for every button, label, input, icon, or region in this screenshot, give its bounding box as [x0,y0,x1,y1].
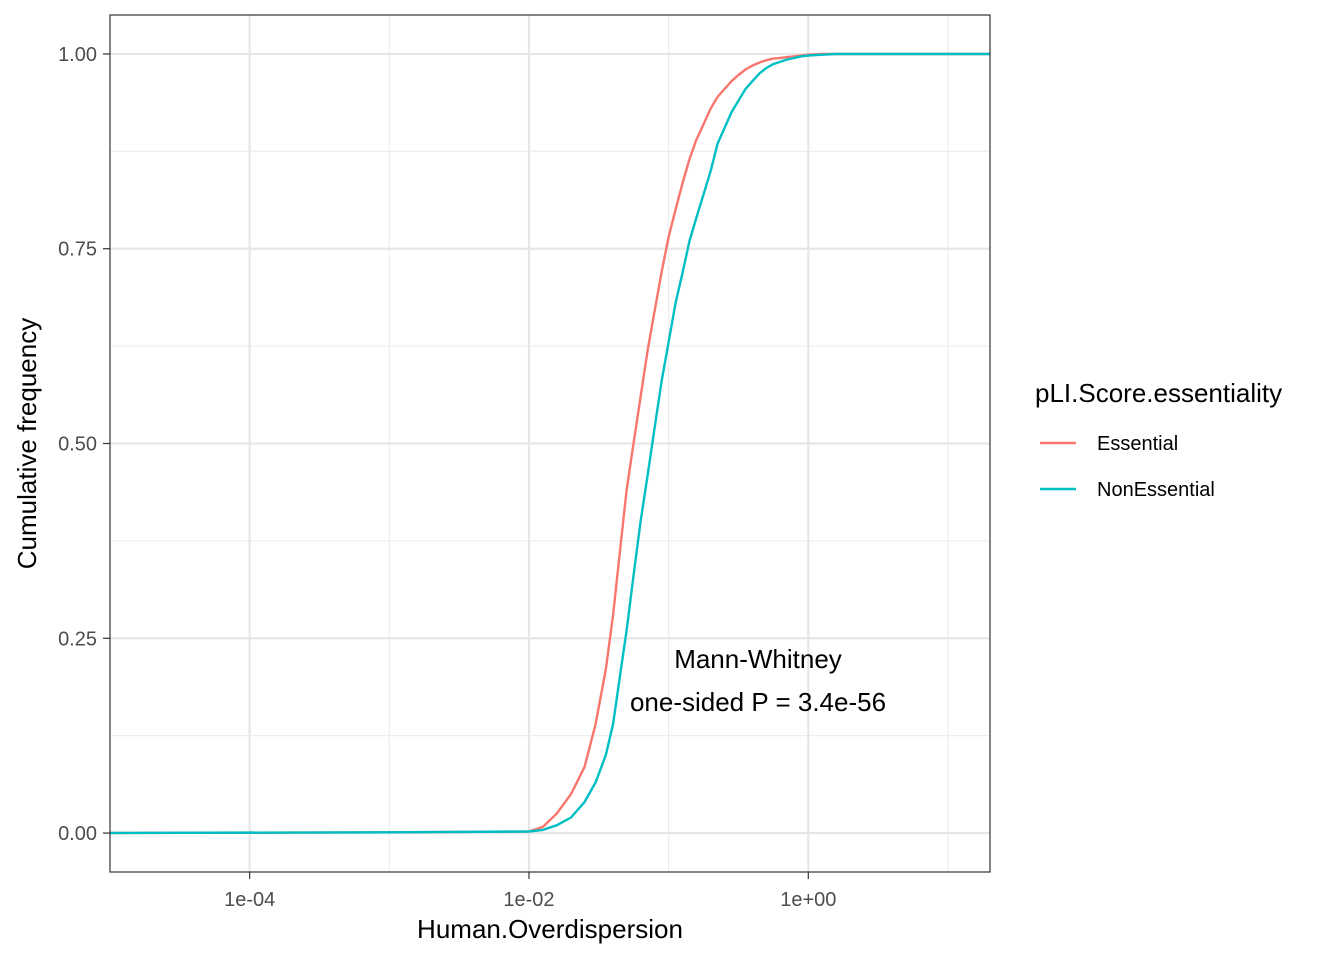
y-axis: 0.00 0.25 0.50 0.75 1.00 [58,44,110,845]
annotation-p-value: one-sided P = 3.4e-56 [630,687,886,717]
plot-panel [109,14,991,873]
legend-title: pLI.Score.essentiality [1035,378,1282,408]
y-axis-label: Cumulative frequency [12,318,42,569]
legend: pLI.Score.essentiality Essential NonEssen… [1035,378,1282,501]
y-tick-label: 1.00 [58,44,97,66]
x-tick-label: 1e-02 [503,889,554,911]
x-tick-label: 1e-04 [224,889,275,911]
legend-items: Essential NonEssential [1040,433,1215,501]
x-axis: 1e-04 1e-02 1e+00 [224,872,836,911]
series-line-essential [109,52,990,835]
series-lines [109,52,990,835]
x-axis-label: Human.Overdispersion [417,914,683,944]
annotation-test-name: Mann-Whitney [674,644,842,674]
x-tick-label: 1e+00 [780,889,836,911]
legend-label-nonessential: NonEssential [1097,479,1215,501]
series-line-nonessential [109,52,990,835]
legend-label-essential: Essential [1097,433,1178,455]
y-tick-label: 0.75 [58,239,97,261]
y-tick-label: 0.50 [58,434,97,456]
y-tick-label: 0.00 [58,823,97,845]
y-tick-label: 0.25 [58,628,97,650]
